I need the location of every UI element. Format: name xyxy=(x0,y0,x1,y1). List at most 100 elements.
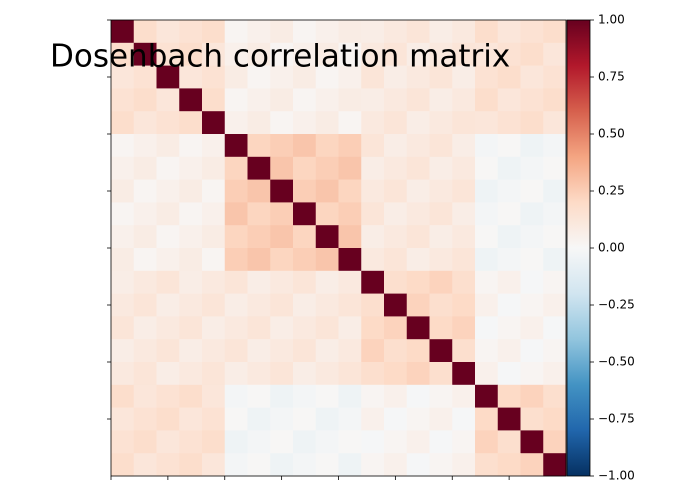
heatmap-cell xyxy=(543,20,567,44)
heatmap-cell xyxy=(202,316,226,340)
heatmap-cell xyxy=(315,293,339,317)
heatmap-cell xyxy=(270,453,294,477)
heatmap-cell xyxy=(202,225,226,249)
heatmap-cell xyxy=(224,407,248,431)
heatmap-cell xyxy=(475,42,499,66)
heatmap-cell xyxy=(133,42,157,66)
heatmap-cell xyxy=(156,270,180,294)
heatmap-cell xyxy=(156,111,180,135)
heatmap-cell xyxy=(133,225,157,249)
heatmap-cell xyxy=(384,65,408,89)
heatmap-cell xyxy=(475,88,499,112)
heatmap-cell xyxy=(179,293,203,317)
heatmap-cell xyxy=(497,270,521,294)
heatmap-cell xyxy=(475,225,499,249)
heatmap-cell xyxy=(520,88,544,112)
heatmap-cell xyxy=(497,248,521,272)
heatmap-cell xyxy=(338,42,362,66)
heatmap-cell xyxy=(111,88,135,112)
heatmap-cell xyxy=(224,270,248,294)
colorbar xyxy=(566,19,591,477)
heatmap-cell xyxy=(520,316,544,340)
heatmap-cell xyxy=(179,270,203,294)
heatmap-cell xyxy=(406,248,430,272)
heatmap-cell xyxy=(224,430,248,454)
heatmap-cell xyxy=(361,179,385,203)
heatmap-cell xyxy=(429,453,453,477)
heatmap-cell xyxy=(133,202,157,226)
colorbar-tick-label: 0.00 xyxy=(598,241,625,255)
heatmap-cell xyxy=(520,65,544,89)
heatmap-cell xyxy=(111,65,135,89)
heatmap-cell xyxy=(361,453,385,477)
colorbar-tick-label: 0.25 xyxy=(598,184,625,198)
heatmap-cell xyxy=(406,362,430,386)
heatmap-cell xyxy=(179,42,203,66)
heatmap-cell xyxy=(293,88,317,112)
heatmap-cell xyxy=(475,248,499,272)
heatmap-cell xyxy=(497,20,521,44)
heatmap-cell xyxy=(543,134,567,158)
heatmap-cell xyxy=(406,111,430,135)
heatmap-cell xyxy=(406,430,430,454)
heatmap-cell xyxy=(429,407,453,431)
colorbar-tick-label: −1.00 xyxy=(598,469,635,483)
heatmap-cell xyxy=(497,339,521,363)
heatmap-cell xyxy=(133,88,157,112)
heatmap-cell xyxy=(406,316,430,340)
heatmap-cell xyxy=(338,293,362,317)
heatmap-cell xyxy=(338,225,362,249)
heatmap-cell xyxy=(452,225,476,249)
heatmap-cell xyxy=(202,430,226,454)
heatmap-cell xyxy=(202,384,226,408)
heatmap-cell xyxy=(315,179,339,203)
heatmap-cell xyxy=(520,111,544,135)
heatmap-cell xyxy=(224,384,248,408)
heatmap-cell xyxy=(111,111,135,135)
heatmap-cell xyxy=(270,111,294,135)
colorbar-tick-label: −0.25 xyxy=(598,298,635,312)
heatmap-cell xyxy=(111,407,135,431)
heatmap-cell xyxy=(543,111,567,135)
heatmap-cell xyxy=(270,179,294,203)
chart-title: Dosenbach correlation matrix xyxy=(50,39,510,75)
heatmap-cell xyxy=(224,339,248,363)
heatmap-cell xyxy=(270,202,294,226)
heatmap-cell xyxy=(520,42,544,66)
heatmap-cell xyxy=(520,430,544,454)
heatmap-cell xyxy=(429,65,453,89)
heatmap-cell xyxy=(520,339,544,363)
heatmap-cell xyxy=(293,430,317,454)
heatmap-cell xyxy=(293,42,317,66)
heatmap-cell xyxy=(384,339,408,363)
heatmap-cell xyxy=(406,453,430,477)
heatmap-cell xyxy=(338,339,362,363)
heatmap-cell xyxy=(133,407,157,431)
heatmap-cell xyxy=(156,384,180,408)
heatmap-cell xyxy=(543,453,567,477)
heatmap-cell xyxy=(315,202,339,226)
heatmap-cell xyxy=(179,156,203,180)
heatmap-cell xyxy=(156,453,180,477)
heatmap-cell xyxy=(406,293,430,317)
heatmap-cell xyxy=(315,407,339,431)
heatmap-cell xyxy=(315,20,339,44)
heatmap-cell xyxy=(361,225,385,249)
heatmap-cell xyxy=(543,293,567,317)
heatmap-cell xyxy=(475,293,499,317)
heatmap-cell xyxy=(406,225,430,249)
heatmap-cell xyxy=(520,453,544,477)
heatmap-cell xyxy=(315,134,339,158)
heatmap-cell xyxy=(406,202,430,226)
heatmap-cell xyxy=(406,65,430,89)
heatmap-cell xyxy=(179,248,203,272)
heatmap-cell xyxy=(497,384,521,408)
heatmap-cell xyxy=(315,225,339,249)
heatmap-cell xyxy=(247,316,271,340)
heatmap-cell xyxy=(543,430,567,454)
heatmap-cell xyxy=(111,179,135,203)
heatmap-cell xyxy=(452,65,476,89)
heatmap-cell xyxy=(338,88,362,112)
heatmap-cell xyxy=(384,134,408,158)
heatmap-cell xyxy=(293,248,317,272)
